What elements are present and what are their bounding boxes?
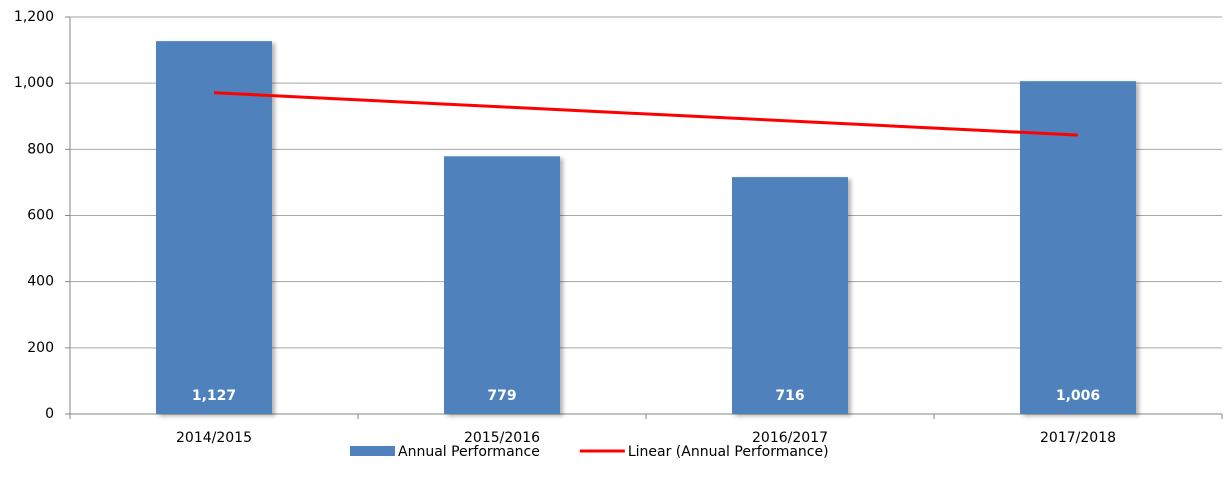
x-tick-label: 2014/2015 xyxy=(176,430,252,446)
trend-line xyxy=(213,91,1079,137)
bar xyxy=(156,41,272,415)
data-label: 1,127 xyxy=(192,388,236,404)
legend-label: Annual Performance xyxy=(398,444,540,460)
y-tick-label: 400 xyxy=(27,274,54,290)
data-label: 779 xyxy=(487,388,516,404)
y-tick-label: 1,000 xyxy=(14,75,54,91)
bar xyxy=(1020,81,1136,414)
legend-label: Linear (Annual Performance) xyxy=(628,444,829,460)
bar xyxy=(732,177,848,414)
legend-swatch xyxy=(350,446,395,456)
x-tick-label: 2015/2016 xyxy=(464,430,540,446)
y-tick-label: 0 xyxy=(45,406,54,422)
y-tick-label: 1,200 xyxy=(14,9,54,25)
y-tick-label: 600 xyxy=(27,208,54,224)
x-tick-label: 2017/2018 xyxy=(1040,430,1116,446)
data-label: 1,006 xyxy=(1056,388,1100,404)
data-label: 716 xyxy=(775,388,804,404)
y-tick-label: 800 xyxy=(27,141,54,157)
y-tick-label: 200 xyxy=(27,340,54,356)
x-tick-label: 2016/2017 xyxy=(752,430,828,446)
bar xyxy=(444,156,560,415)
